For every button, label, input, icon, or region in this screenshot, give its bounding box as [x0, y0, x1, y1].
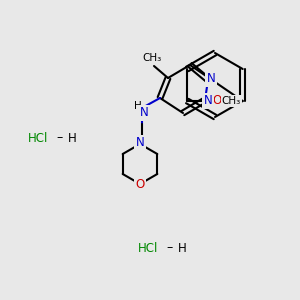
- Text: O: O: [213, 94, 222, 107]
- Text: CH₃: CH₃: [142, 53, 162, 63]
- Text: O: O: [135, 178, 145, 191]
- Text: –: –: [57, 131, 63, 145]
- Text: HCl: HCl: [138, 242, 158, 254]
- Text: H: H: [178, 242, 186, 254]
- Text: CH₃: CH₃: [222, 96, 241, 106]
- Text: H: H: [134, 101, 142, 111]
- Text: –: –: [167, 242, 173, 254]
- Text: N: N: [136, 136, 144, 149]
- Text: HCl: HCl: [28, 131, 48, 145]
- Text: N: N: [207, 73, 215, 85]
- Text: H: H: [68, 131, 76, 145]
- Text: N: N: [204, 94, 212, 107]
- Text: N: N: [140, 106, 148, 119]
